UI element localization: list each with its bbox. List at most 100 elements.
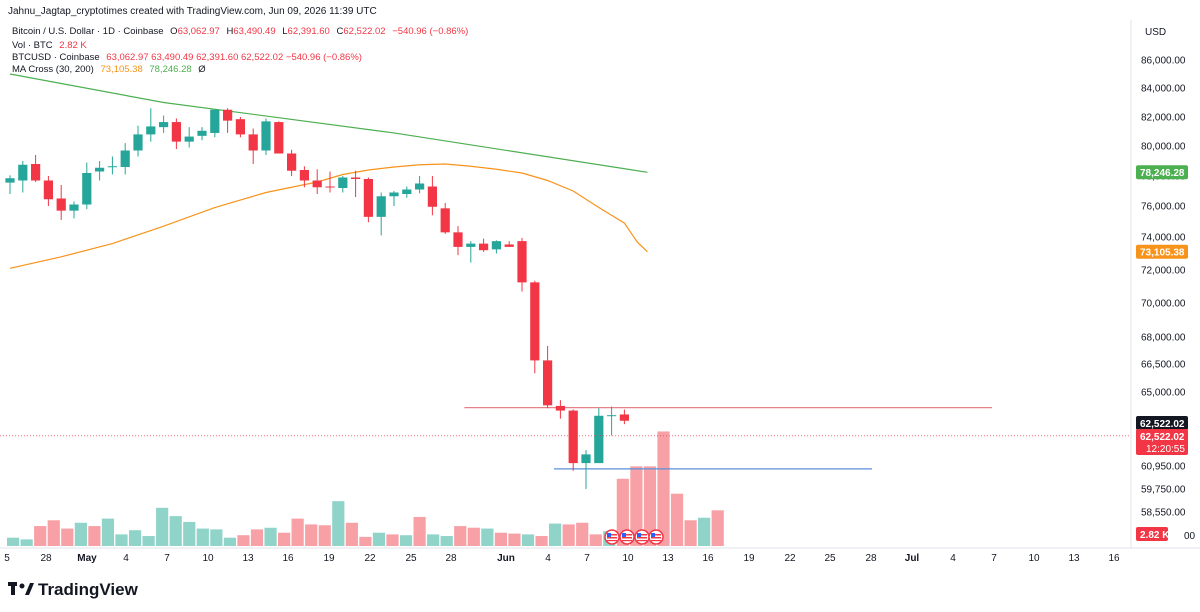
candle-body bbox=[351, 177, 361, 179]
price-tick-label: 76,000.00 bbox=[1141, 202, 1186, 213]
tag-countdown-text: 12:20:55 bbox=[1146, 444, 1185, 455]
volume-bar bbox=[372, 532, 386, 546]
candle bbox=[568, 409, 578, 471]
price-tick-label: 00 bbox=[1184, 531, 1196, 542]
volume-bar bbox=[101, 518, 115, 546]
tag-last-price-text: 62,522.02 bbox=[1140, 419, 1185, 430]
volume-bar bbox=[521, 534, 535, 546]
price-tick-label: 65,000.00 bbox=[1141, 388, 1186, 399]
legend-symbol: Bitcoin / U.S. Dollar · 1D · Coinbase O6… bbox=[12, 26, 468, 37]
volume-bar bbox=[630, 466, 643, 546]
legend-close-label: C bbox=[336, 26, 343, 37]
candle-body bbox=[248, 134, 258, 151]
volume-bar bbox=[711, 510, 724, 546]
candle-body bbox=[530, 282, 540, 361]
candle bbox=[351, 170, 361, 197]
legend-volume: Vol · BTC 2.82 K bbox=[12, 40, 87, 51]
us-flag-icon[interactable] bbox=[648, 529, 664, 545]
candle bbox=[210, 109, 220, 138]
tag-ma30-text: 73,105.38 bbox=[1140, 247, 1185, 258]
time-tick-label: 22 bbox=[364, 553, 376, 564]
candle-body bbox=[555, 405, 565, 411]
candle-body bbox=[415, 183, 425, 190]
candle bbox=[184, 127, 194, 148]
time-tick-label: 4 bbox=[950, 553, 956, 564]
candle-body bbox=[338, 177, 348, 188]
legend-ma30-value: 73,105.38 bbox=[100, 64, 142, 75]
candle bbox=[69, 201, 79, 219]
candle-body bbox=[69, 204, 79, 211]
volume-bar bbox=[670, 493, 684, 546]
candle-body bbox=[440, 208, 450, 233]
volume-bar bbox=[88, 526, 101, 546]
time-tick-label: Jun bbox=[497, 553, 515, 564]
price-tick-label: 60,950.00 bbox=[1141, 462, 1186, 473]
candle-body bbox=[159, 122, 169, 128]
candle-body bbox=[325, 186, 335, 188]
event-flags[interactable] bbox=[604, 529, 664, 545]
candle bbox=[491, 240, 501, 254]
candle bbox=[453, 226, 463, 256]
legend-ma200-value: 78,246.28 bbox=[149, 64, 191, 75]
candle-body bbox=[504, 244, 514, 247]
volume-bar bbox=[413, 516, 426, 546]
candle bbox=[82, 162, 92, 210]
tag-ma200: 78,246.28 bbox=[1136, 165, 1188, 180]
candle-body bbox=[171, 122, 181, 142]
candles bbox=[5, 108, 629, 489]
candle bbox=[402, 186, 412, 198]
candle bbox=[440, 203, 450, 234]
candle bbox=[223, 108, 233, 133]
candle-body bbox=[363, 179, 373, 217]
candle-body bbox=[594, 415, 604, 464]
candle bbox=[594, 408, 604, 464]
candle bbox=[120, 143, 130, 175]
candle bbox=[619, 409, 629, 425]
candle bbox=[466, 241, 476, 263]
volume-bar bbox=[210, 529, 223, 546]
volume-bar bbox=[345, 522, 358, 546]
candle bbox=[543, 346, 553, 409]
candle-body bbox=[491, 241, 501, 250]
volume-bar bbox=[7, 537, 20, 546]
volume-bar bbox=[74, 522, 87, 546]
candle-body bbox=[235, 119, 245, 135]
time-tick-label: 10 bbox=[1028, 553, 1040, 564]
candle bbox=[18, 161, 28, 193]
candle-body bbox=[274, 122, 284, 154]
volume-bar bbox=[196, 528, 209, 546]
candle bbox=[43, 176, 53, 206]
candle-body bbox=[389, 192, 399, 197]
volume-bar bbox=[20, 539, 33, 546]
time-tick-label: 5 bbox=[4, 553, 10, 564]
volume-bar bbox=[318, 525, 331, 546]
legend-ma-cross: MA Cross (30, 200) 73,105.38 78,246.28 Ø bbox=[12, 64, 206, 75]
volume-bar bbox=[61, 528, 74, 546]
legend-open-value: 63,062.97 bbox=[178, 26, 220, 37]
candle-body bbox=[376, 196, 386, 217]
volume-bar bbox=[278, 532, 291, 546]
us-flag-icon[interactable] bbox=[634, 529, 650, 545]
volume-bar bbox=[589, 534, 602, 546]
time-tick-label: May bbox=[77, 553, 97, 564]
volume-bar bbox=[616, 478, 629, 546]
tradingview-logo-text: TradingView bbox=[38, 580, 139, 599]
candle-body bbox=[402, 189, 412, 194]
candle-body bbox=[82, 173, 92, 205]
candle-body bbox=[453, 232, 463, 247]
volume-bar bbox=[183, 521, 196, 546]
tag-volume-text: 2.82 K bbox=[1140, 530, 1170, 541]
us-flag-icon[interactable] bbox=[604, 529, 620, 545]
legend-btcusd-values: 63,062.97 63,490.49 62,391.60 62,522.02 … bbox=[106, 52, 362, 63]
candle-body bbox=[31, 164, 41, 181]
candle-body bbox=[56, 198, 66, 211]
volume-bar bbox=[332, 501, 345, 546]
legend-open-label: O bbox=[170, 26, 177, 37]
candle bbox=[235, 117, 245, 138]
time-tick-label: 16 bbox=[702, 553, 714, 564]
us-flag-icon[interactable] bbox=[619, 529, 635, 545]
volume-bar bbox=[359, 536, 372, 546]
time-tick-label: 4 bbox=[123, 553, 129, 564]
volume-bar bbox=[142, 536, 155, 546]
